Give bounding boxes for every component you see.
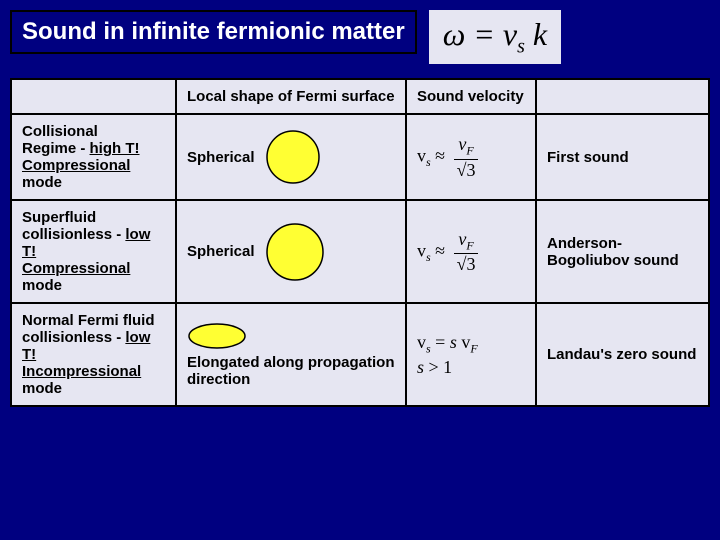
velocity-cell: vs ≈ vF√3 — [406, 200, 536, 303]
table-row: Normal Fermi fluidcollisionless - low T!… — [11, 303, 709, 406]
dispersion-formula: ω = vs k — [429, 10, 561, 64]
fermi-shape-icon — [187, 322, 247, 350]
header-shape: Local shape of Fermi surface — [176, 79, 406, 114]
shape-cell: Spherical — [176, 114, 406, 200]
shape-label: Spherical — [187, 149, 255, 166]
fermi-shape-icon — [265, 222, 325, 282]
regime-cell: CollisionalRegime - high T!Compressional… — [11, 114, 176, 200]
table-row: CollisionalRegime - high T!Compressional… — [11, 114, 709, 200]
table-header-row: Local shape of Fermi surface Sound veloc… — [11, 79, 709, 114]
sound-name-cell: First sound — [536, 114, 709, 200]
sound-name-cell: Landau's zero sound — [536, 303, 709, 406]
sound-modes-table: Local shape of Fermi surface Sound veloc… — [10, 78, 710, 407]
fermi-shape-icon — [265, 129, 321, 185]
header-name-blank — [536, 79, 709, 114]
shape-label: Spherical — [187, 243, 255, 260]
regime-cell: Normal Fermi fluidcollisionless - low T!… — [11, 303, 176, 406]
header-blank — [11, 79, 176, 114]
shape-label: Elongated along propagation direction — [187, 354, 395, 388]
sound-name-cell: Anderson-Bogoliubov sound — [536, 200, 709, 303]
header-velocity: Sound velocity — [406, 79, 536, 114]
table-row: Superfluidcollisionless - low T!Compress… — [11, 200, 709, 303]
shape-cell: Spherical — [176, 200, 406, 303]
velocity-cell: vs ≈ vF√3 — [406, 114, 536, 200]
shape-cell: Elongated along propagation direction — [176, 303, 406, 406]
velocity-cell: vs = s vFs > 1 — [406, 303, 536, 406]
slide-title: Sound in infinite fermionic matter — [10, 10, 417, 54]
regime-cell: Superfluidcollisionless - low T!Compress… — [11, 200, 176, 303]
